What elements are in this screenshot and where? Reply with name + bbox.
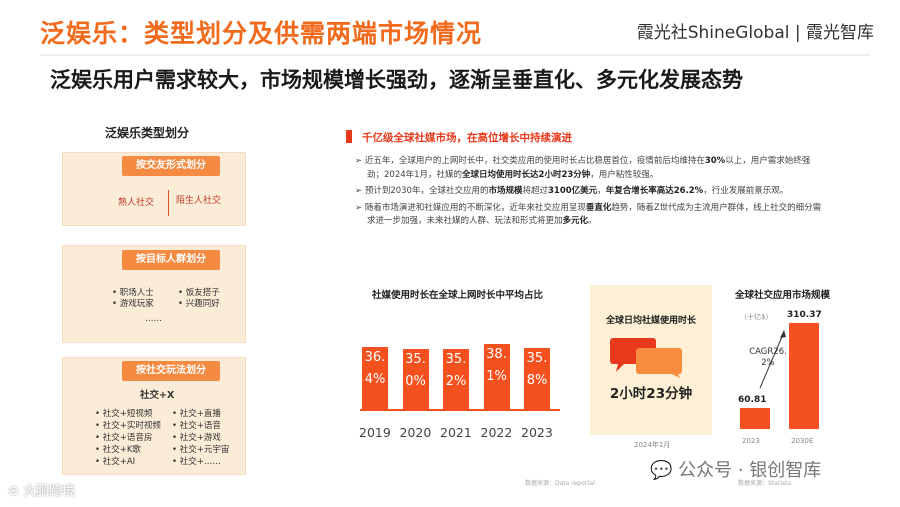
- brand-logo: 霞光社ShineGlobal | 霞光智库: [636, 23, 874, 43]
- category-header-target-group: 按目标人群划分: [122, 250, 220, 270]
- chart2-bar: [740, 408, 770, 429]
- chart1-x-axis: [360, 409, 560, 411]
- chart1-bar: 35.8%: [524, 348, 550, 409]
- list-item: • 社交+实时视频: [95, 421, 161, 431]
- chart1-x-tick: 2021: [440, 425, 472, 440]
- chat-bubbles-icon: [610, 338, 686, 382]
- list-item: • 社交+K歌: [95, 445, 141, 455]
- chart1-bar: 38.1%: [483, 344, 510, 409]
- chart2-bar: [789, 323, 819, 429]
- list-item: • 社交+语音房: [95, 433, 153, 443]
- chart2-unit: （十亿$）: [740, 313, 773, 321]
- list-item: • 社交+AI: [95, 457, 136, 467]
- list-item: • 社交+元宇宙: [172, 445, 230, 455]
- divider: [168, 190, 169, 216]
- list-more: ……: [145, 314, 162, 324]
- list-item: • 社交+……: [172, 457, 221, 467]
- play-list-right: • 社交+直播 • 社交+语音 • 社交+游戏 • 社交+元宇宙 • 社交+……: [172, 408, 229, 468]
- chart2-source: 数据来源：Statista: [738, 480, 792, 487]
- category-item-stranger: 陌生人社交: [176, 196, 222, 206]
- list-item: • 社交+游戏: [172, 433, 221, 443]
- chart1-bar-label: 35.8%: [526, 351, 548, 389]
- chart1-x-tick: 2022: [480, 425, 513, 440]
- chart1-x-tick: 2020: [399, 425, 432, 440]
- chart1-bar: 35.2%: [443, 348, 469, 409]
- watermark: 💬 公众号 · 银创智库: [650, 460, 822, 481]
- left-panel-title: 泛娱乐类型划分: [105, 126, 190, 140]
- chart1-title: 社媒使用时长在全球上网时长中平均占比: [372, 290, 544, 301]
- chart1-bar: 35.0%: [402, 349, 429, 409]
- category-item-acquaintance: 熟人社交: [118, 198, 155, 208]
- chart2-value-label: 310.37: [787, 310, 822, 320]
- stat-card-title: 全球日均社媒使用时长: [605, 316, 696, 326]
- chart1-bar-label: 35.2%: [445, 351, 467, 389]
- bullet-item: ➢ 预计到2030年，全球社交应用的市场规模将超过3100亿美元，年复合增长率高…: [355, 186, 789, 196]
- list-item: • 社交+语音: [172, 421, 221, 431]
- category-center-label: 社交+X: [140, 390, 175, 401]
- cagr-annotation: CAGR26.2%: [749, 347, 787, 368]
- cagr-arrow: [758, 330, 788, 394]
- chart1-x-tick: 2023: [521, 425, 553, 440]
- category-header-friend-mode: 按交友形式划分: [122, 156, 220, 176]
- stat-card-value: 2小时23分钟: [609, 386, 693, 402]
- section-title: 千亿级全球社媒市场，在高位增长中持续演进: [362, 132, 572, 144]
- list-item: • 社交+直播: [172, 409, 221, 419]
- list-item: • 社交+短视频: [95, 409, 153, 419]
- footer-logo: ⊙ 大鹏跨境: [8, 484, 76, 499]
- chart1-source: 数据来源：Data reportal: [525, 480, 595, 487]
- header-divider: [40, 54, 870, 56]
- chart1-bar: 36.4%: [362, 347, 388, 409]
- list-item: • 饭友搭子: [178, 288, 220, 298]
- list-item: • 游戏玩家: [112, 299, 154, 309]
- bullet-list: ➢ 近五年，全球用户的上网时长中，社交类应用的使用时长占比稳居首位，疫情前后均维…: [355, 155, 825, 232]
- stat-card-date: 2024年1月: [634, 441, 671, 449]
- chart2-title: 全球社交应用市场规模: [735, 290, 831, 301]
- chart2-x-tick: 2023: [742, 437, 760, 445]
- chart1-x-tick: 2019: [359, 425, 391, 440]
- play-list-left: • 社交+短视频 • 社交+实时视频 • 社交+语音房 • 社交+K歌 • 社交…: [95, 408, 161, 468]
- bullet-item: ➢ 近五年，全球用户的上网时长中，社交类应用的使用时长占比稳居首位，疫情前后均维…: [355, 156, 811, 180]
- section-marker: [346, 130, 352, 143]
- page-subtitle: 泛娱乐用户需求较大，市场规模增长强劲，逐渐呈垂直化、多元化发展态势: [50, 68, 743, 92]
- list-item: • 兴趣同好: [178, 299, 220, 309]
- chart1-bar-label: 35.0%: [405, 352, 426, 390]
- category-header-play-mode: 按社交玩法划分: [122, 361, 220, 381]
- page-title: 泛娱乐：类型划分及供需两端市场情况: [40, 19, 483, 48]
- chart1-bar-label: 38.1%: [486, 347, 507, 385]
- list-item: • 职场人士: [112, 288, 154, 298]
- bullet-item: ➢ 随着市场演进和社媒应用的不断深化，近年来社交应用呈现垂直化趋势，随着Z世代成…: [355, 202, 822, 227]
- chart2-x-tick: 2030E: [791, 437, 814, 445]
- chart1-bar-label: 36.4%: [364, 350, 386, 388]
- chart2-value-label: 60.81: [738, 395, 767, 406]
